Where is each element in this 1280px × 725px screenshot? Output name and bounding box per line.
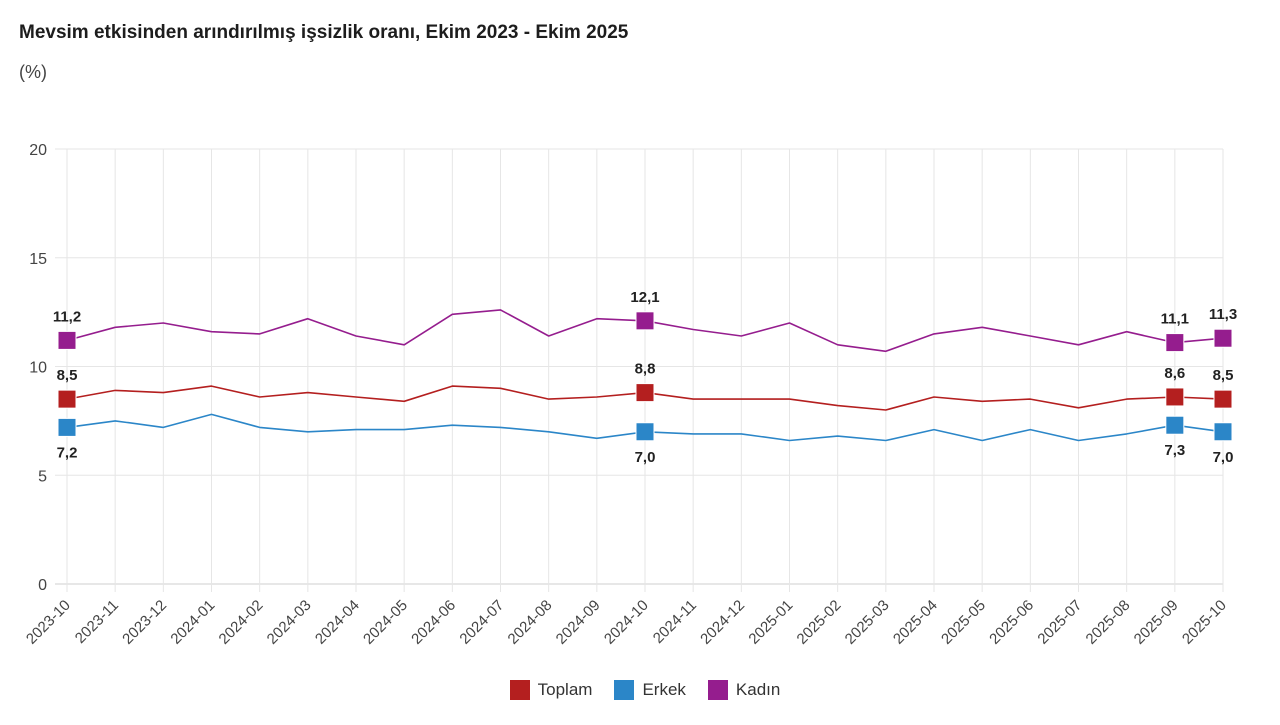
x-tick-label: 2024-06: [408, 597, 459, 648]
data-point-marker-toplam: [635, 383, 655, 403]
x-tick-label: 2024-12: [697, 597, 748, 648]
x-tick-label: 2023-10: [23, 597, 74, 648]
data-label-erkek: 7,0: [635, 449, 656, 466]
data-point-marker-kadin: [57, 330, 77, 350]
grid: [55, 148, 1224, 592]
y-tick-label: 20: [29, 142, 47, 159]
x-tick-label: 2024-05: [360, 597, 411, 648]
x-tick-label: 2024-09: [553, 597, 604, 648]
legend-swatch-toplam: [509, 680, 530, 700]
data-label-kadin: 12,1: [630, 289, 659, 306]
data-point-marker-erkek: [57, 417, 77, 437]
data-label-kadin: 11,3: [1209, 306, 1237, 323]
legend-swatch-kadin: [707, 680, 728, 700]
x-tick-label: 2025-03: [842, 597, 893, 648]
x-tick-label: 2023-12: [119, 597, 170, 648]
data-label-kadin: 11,2: [53, 308, 81, 325]
data-point-marker-toplam: [1213, 389, 1233, 409]
data-label-kadin: 11,1: [1161, 311, 1189, 328]
x-tick-label: 2025-09: [1131, 597, 1182, 648]
data-label-toplam: 8,5: [57, 367, 78, 384]
x-tick-label: 2024-08: [505, 597, 556, 648]
legend: Toplam Erkek Kadın: [0, 680, 1280, 700]
legend-swatch-erkek: [614, 680, 635, 700]
x-tick-label: 2024-07: [456, 597, 507, 648]
data-label-toplam: 8,5: [1213, 367, 1234, 384]
y-tick-label: 5: [38, 468, 47, 485]
chart-title: Mevsim etkisinden arındırılmış işsizlik …: [19, 22, 629, 43]
data-point-marker-kadin: [635, 311, 655, 331]
data-label-erkek: 7,2: [57, 444, 78, 461]
x-tick-label: 2025-10: [1179, 597, 1230, 648]
data-label-erkek: 7,3: [1164, 442, 1185, 459]
data-label-erkek: 7,0: [1213, 449, 1234, 466]
y-tick-label: 10: [29, 360, 47, 377]
data-labels: 8,5 8,8 8,6 8,5 7,2 7,0 7,3 7,0 11,2 12,1 11,1 11,3: [53, 289, 1237, 466]
legend-item-toplam[interactable]: Toplam: [509, 680, 593, 700]
y-axis: 0 5 10 15 20: [29, 142, 47, 594]
x-tick-label: 2024-11: [650, 597, 700, 647]
data-point-marker-toplam: [1165, 387, 1185, 407]
data-point-marker-erkek: [635, 422, 655, 442]
x-axis: 2023-102023-112023-122024-012024-022024-…: [23, 597, 1230, 648]
data-label-toplam: 8,6: [1164, 365, 1185, 382]
x-tick-label: 2024-10: [601, 597, 652, 648]
y-tick-label: 0: [38, 577, 47, 594]
markers: [57, 311, 1233, 442]
x-tick-label: 2024-02: [216, 597, 267, 648]
data-label-toplam: 8,8: [635, 361, 656, 378]
x-tick-label: 2025-05: [938, 597, 989, 648]
x-tick-label: 2024-01: [167, 597, 218, 648]
y-tick-label: 15: [29, 251, 47, 268]
x-tick-label: 2024-03: [264, 597, 315, 648]
chart-unit: (%): [19, 62, 47, 82]
x-tick-label: 2025-01: [745, 597, 796, 648]
legend-label-kadin: Kadın: [735, 680, 781, 699]
legend-label-toplam: Toplam: [537, 680, 593, 699]
legend-item-erkek[interactable]: Erkek: [614, 680, 686, 700]
x-tick-label: 2023-11: [72, 597, 122, 647]
x-tick-label: 2025-06: [986, 597, 1037, 648]
x-tick-label: 2025-04: [890, 597, 941, 648]
x-tick-label: 2025-08: [1083, 597, 1134, 648]
data-point-marker-erkek: [1165, 415, 1185, 435]
data-point-marker-kadin: [1165, 333, 1185, 353]
x-tick-label: 2025-07: [1034, 597, 1085, 648]
data-point-marker-kadin: [1213, 328, 1233, 348]
x-tick-label: 2024-04: [312, 597, 363, 648]
x-tick-label: 2025-02: [794, 597, 845, 648]
data-point-marker-erkek: [1213, 422, 1233, 442]
legend-label-erkek: Erkek: [642, 680, 686, 699]
data-point-marker-toplam: [57, 389, 77, 409]
legend-item-kadin[interactable]: Kadın: [707, 680, 781, 700]
